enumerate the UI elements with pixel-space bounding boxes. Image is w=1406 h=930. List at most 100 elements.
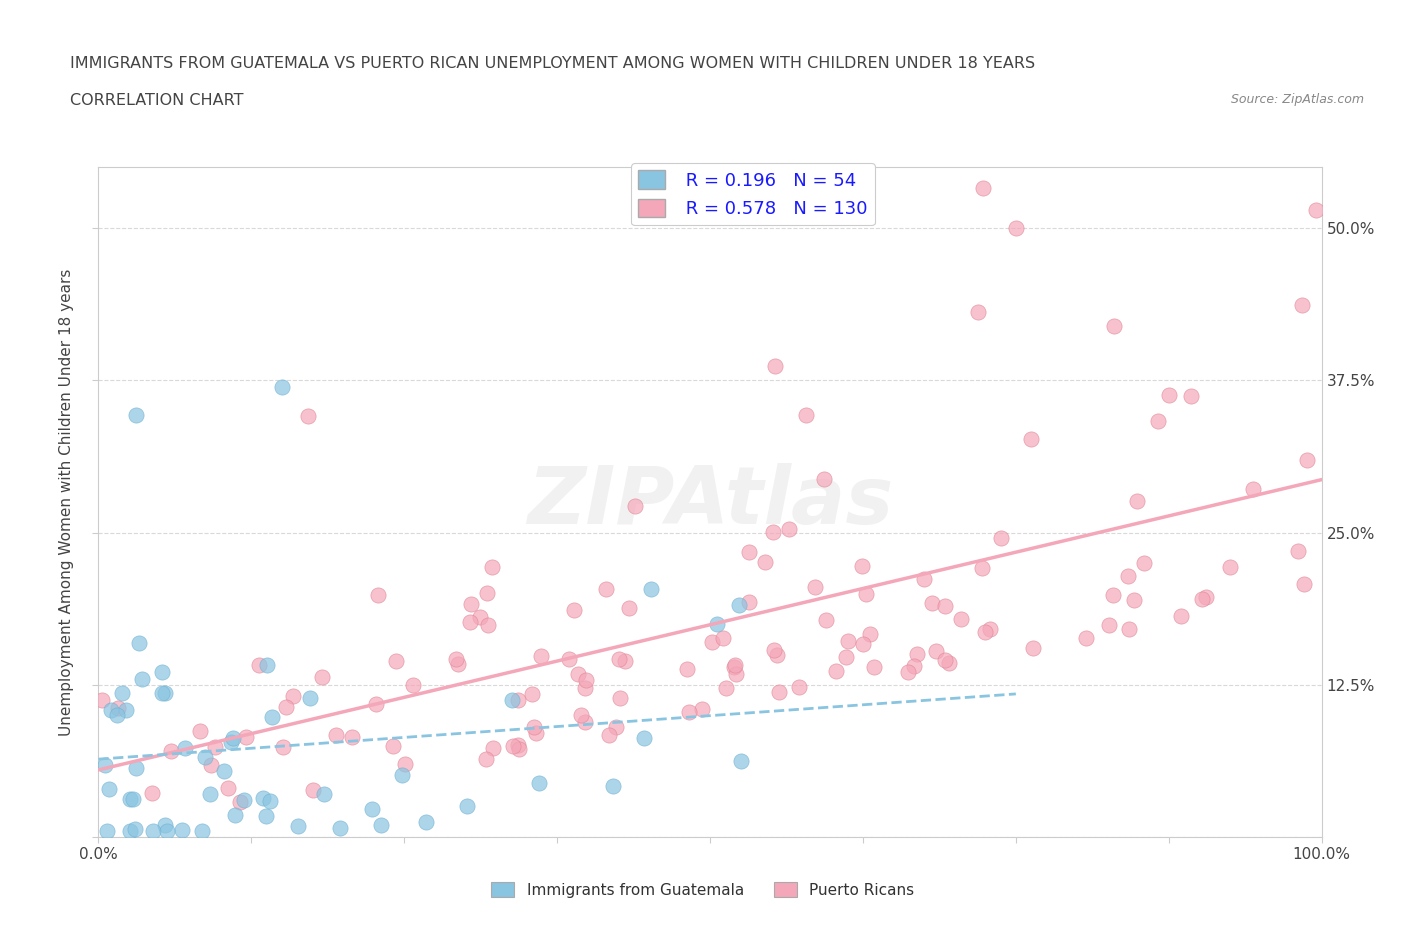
Point xyxy=(1241,482,1264,497)
Point xyxy=(595,581,617,596)
Point xyxy=(281,688,304,703)
Legend: Immigrants from Guatemala, Puerto Ricans: Immigrants from Guatemala, Puerto Ricans xyxy=(485,875,921,904)
Point xyxy=(361,802,384,817)
Point xyxy=(1170,608,1192,623)
Point xyxy=(1019,432,1042,446)
Point xyxy=(813,472,835,486)
Point xyxy=(128,636,150,651)
Point xyxy=(447,657,470,671)
Point xyxy=(863,659,886,674)
Point xyxy=(1219,559,1241,574)
Point xyxy=(738,544,761,559)
Point xyxy=(508,742,530,757)
Point xyxy=(150,665,173,680)
Point xyxy=(367,588,389,603)
Point xyxy=(851,559,873,574)
Point xyxy=(1122,592,1144,607)
Point xyxy=(124,822,146,837)
Point xyxy=(460,596,482,611)
Point xyxy=(1101,588,1123,603)
Point xyxy=(714,681,737,696)
Point xyxy=(217,780,239,795)
Point xyxy=(1296,452,1319,467)
Point xyxy=(173,741,195,756)
Point xyxy=(121,791,143,806)
Point xyxy=(523,720,546,735)
Point xyxy=(972,561,994,576)
Point xyxy=(825,663,848,678)
Point xyxy=(562,603,585,618)
Point xyxy=(678,705,700,720)
Point xyxy=(1305,203,1327,218)
Point xyxy=(1116,569,1139,584)
Point xyxy=(925,644,948,658)
Point xyxy=(972,181,994,196)
Point xyxy=(200,758,222,773)
Point xyxy=(1291,298,1313,312)
Text: IMMIGRANTS FROM GUATEMALA VS PUERTO RICAN UNEMPLOYMENT AMONG WOMEN WITH CHILDREN: IMMIGRANTS FROM GUATEMALA VS PUERTO RICA… xyxy=(70,56,1035,71)
Point xyxy=(444,651,467,666)
Point xyxy=(905,647,928,662)
Point xyxy=(111,686,134,701)
Point xyxy=(1159,388,1181,403)
Point xyxy=(527,776,550,790)
Point xyxy=(1191,591,1213,606)
Point xyxy=(1098,618,1121,632)
Point xyxy=(475,752,498,767)
Point xyxy=(254,808,277,823)
Point xyxy=(754,554,776,569)
Point xyxy=(125,761,148,776)
Point xyxy=(1004,220,1026,235)
Point xyxy=(259,793,281,808)
Point xyxy=(725,667,748,682)
Point xyxy=(271,739,294,754)
Point xyxy=(262,710,284,724)
Point xyxy=(609,691,631,706)
Point xyxy=(98,781,121,796)
Point xyxy=(222,731,245,746)
Point xyxy=(270,379,294,394)
Point xyxy=(575,673,598,688)
Point xyxy=(706,617,728,631)
Point xyxy=(814,612,837,627)
Point xyxy=(990,530,1012,545)
Point xyxy=(574,715,596,730)
Point xyxy=(329,820,352,835)
Point xyxy=(787,679,810,694)
Point xyxy=(855,587,877,602)
Point xyxy=(370,817,392,832)
Point xyxy=(124,407,146,422)
Point xyxy=(311,670,333,684)
Point xyxy=(617,601,640,616)
Point xyxy=(475,585,498,600)
Point xyxy=(1126,493,1149,508)
Point xyxy=(172,822,194,837)
Point xyxy=(153,685,176,700)
Point xyxy=(194,750,217,764)
Point xyxy=(524,725,547,740)
Point xyxy=(302,783,325,798)
Point xyxy=(156,823,179,838)
Point xyxy=(364,696,387,711)
Point xyxy=(1118,622,1140,637)
Point xyxy=(506,692,529,707)
Point xyxy=(460,615,482,630)
Point xyxy=(737,595,759,610)
Point xyxy=(763,643,786,658)
Point xyxy=(188,724,211,738)
Text: CORRELATION CHART: CORRELATION CHART xyxy=(70,93,243,108)
Point xyxy=(765,647,787,662)
Text: ZIPAtlas: ZIPAtlas xyxy=(527,463,893,541)
Point xyxy=(482,741,505,756)
Point xyxy=(569,707,592,722)
Point xyxy=(204,739,226,754)
Point xyxy=(229,794,252,809)
Point xyxy=(100,702,122,717)
Point xyxy=(232,792,254,807)
Point xyxy=(723,659,745,674)
Point xyxy=(219,735,242,750)
Point xyxy=(558,652,581,667)
Point xyxy=(1292,577,1315,591)
Point xyxy=(96,823,118,838)
Point xyxy=(804,579,827,594)
